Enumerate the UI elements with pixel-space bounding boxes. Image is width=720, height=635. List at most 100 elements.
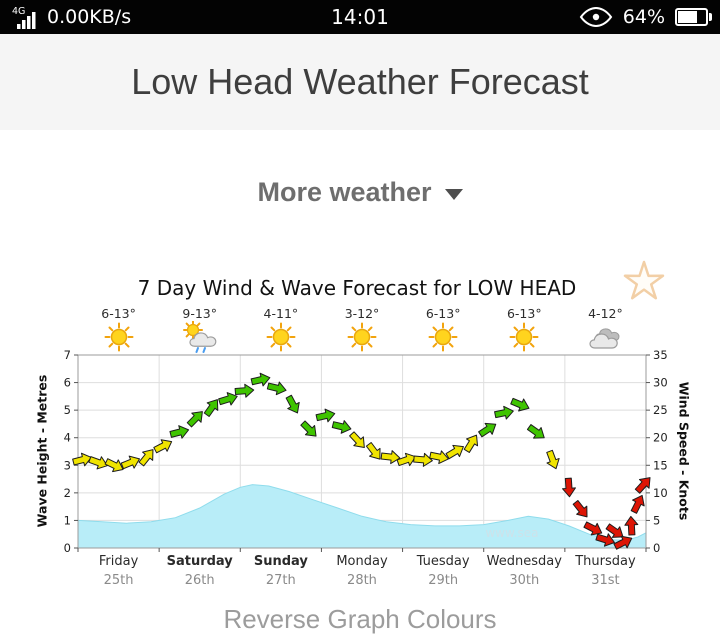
network-speed: 0.00KB/s — [47, 6, 132, 28]
wave-height-area — [77, 484, 647, 549]
left-tick-label: 5 — [64, 403, 71, 417]
wind-arrow — [413, 452, 433, 467]
wind-arrow — [203, 399, 219, 417]
wind-arrow — [494, 405, 514, 420]
day-name: Saturday — [166, 554, 233, 569]
wind-arrow — [365, 442, 381, 460]
more-weather-label: More weather — [257, 176, 432, 207]
day-date: 29th — [428, 573, 459, 588]
temp-range: 3-12° — [344, 306, 380, 321]
day-label: Tuesday 29th — [395, 554, 491, 588]
wind-arrow — [300, 420, 317, 437]
watermark: www.sea — [485, 526, 538, 540]
wind-arrow — [138, 449, 154, 467]
day-name: Thursday — [575, 554, 636, 569]
favorite-star-icon[interactable] — [621, 260, 667, 304]
wind-arrow — [445, 444, 464, 460]
weather-icon-sunny — [424, 321, 462, 353]
reverse-graph-colours-link[interactable]: Reverse Graph Colours — [223, 604, 497, 634]
left-tick-label: 0 — [64, 541, 71, 555]
weather-icon-sunny — [343, 321, 381, 353]
day-name: Monday — [336, 554, 388, 569]
day-label: Friday 25th — [71, 554, 167, 588]
wind-arrow — [478, 422, 497, 438]
right-tick-label: 20 — [653, 431, 668, 445]
wind-arrow — [72, 452, 92, 467]
day-name: Tuesday — [416, 554, 470, 569]
day-name: Friday — [98, 554, 139, 569]
weather-icon-sunny — [505, 321, 543, 353]
wind-arrow — [572, 499, 588, 518]
right-tick-label: 5 — [653, 513, 660, 527]
left-tick-label: 1 — [64, 513, 71, 527]
right-tick-label: 10 — [653, 486, 668, 500]
left-tick-label: 7 — [64, 348, 71, 362]
day-date: 30th — [509, 573, 540, 588]
wind-arrow — [250, 372, 271, 387]
eye-icon — [579, 7, 612, 27]
day-date: 31st — [591, 573, 620, 588]
wind-arrow — [120, 455, 140, 470]
temp-range: 6-13° — [101, 306, 136, 321]
day-date: 26th — [184, 573, 215, 588]
wind-arrow — [613, 535, 633, 550]
wind-arrow — [429, 450, 449, 465]
wind-arrow — [634, 477, 651, 494]
wind-arrow — [218, 392, 238, 406]
right-tick-label: 15 — [653, 458, 668, 472]
wind-arrow — [510, 397, 530, 412]
day-name: Sunday — [253, 554, 308, 569]
battery-percent: 64% — [622, 6, 665, 28]
page-title: Low Head Weather Forecast — [131, 61, 589, 102]
right-tick-label: 35 — [653, 348, 668, 362]
signal-4g-icon: 4G — [12, 6, 36, 29]
wind-arrow — [463, 434, 479, 453]
plot-border — [77, 354, 647, 549]
more-weather-button[interactable]: More weather — [0, 170, 720, 214]
wind-arrow — [104, 458, 124, 473]
wind-arrow — [526, 424, 545, 439]
app-header: Low Head Weather Forecast — [0, 34, 720, 130]
left-tick-label: 2 — [64, 486, 71, 500]
wind-arrow — [331, 420, 352, 434]
wind-arrow — [285, 394, 300, 414]
wind-arrow — [169, 425, 190, 439]
temp-range: 4-12° — [588, 306, 623, 321]
weather-icon-sunny — [100, 321, 138, 353]
clock: 14:01 — [331, 5, 389, 29]
wind-arrow — [234, 383, 255, 398]
wind-arrow — [583, 521, 603, 536]
status-left: 4G 0.00KB/s — [12, 5, 131, 29]
day-label: Sunday 27th — [233, 554, 329, 588]
battery-icon — [675, 8, 712, 26]
wind-arrow — [546, 449, 560, 470]
wind-arrow — [380, 450, 401, 465]
battery-fill — [678, 11, 697, 23]
wind-arrow — [605, 523, 624, 538]
status-bar: 4G 0.00KB/s 14:01 64% — [0, 0, 720, 34]
day-label: Saturday 26th — [152, 554, 248, 588]
weather-icon-sunny — [262, 321, 300, 353]
right-tick-label: 0 — [653, 541, 660, 555]
wind-arrow — [595, 533, 615, 547]
day-date: 27th — [265, 573, 296, 588]
temp-range: 4-11° — [263, 306, 299, 321]
wind-arrow — [153, 439, 173, 454]
chart-title: 7 Day Wind & Wave Forecast for LOW HEAD — [137, 276, 577, 300]
wind-arrow — [630, 494, 645, 514]
day-date: 28th — [347, 573, 377, 588]
weather-icon-cloudy — [586, 321, 624, 353]
wind-arrow — [349, 431, 365, 448]
wind-arrow — [624, 515, 639, 536]
wind-arrow — [266, 381, 287, 396]
temp-range: 6-13° — [506, 306, 542, 321]
day-name: Wednesday — [486, 554, 562, 569]
wind-arrow — [561, 477, 576, 498]
status-right: 64% — [579, 6, 712, 28]
temp-range: 6-13° — [425, 306, 461, 321]
chevron-down-icon — [444, 188, 463, 200]
day-label: Thursday 31st — [557, 554, 653, 588]
day-date: 25th — [103, 573, 134, 588]
day-label: Monday 28th — [314, 554, 410, 588]
